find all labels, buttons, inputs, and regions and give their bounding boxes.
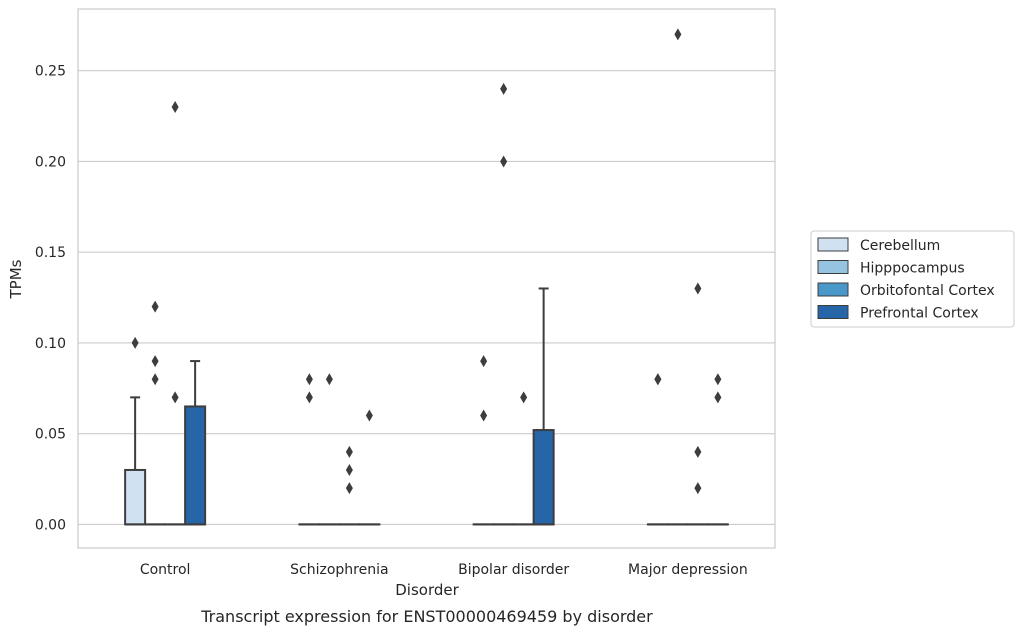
outlier-point bbox=[694, 482, 702, 495]
outlier-point bbox=[345, 482, 353, 495]
outlier-point bbox=[714, 391, 722, 404]
box-0-0 bbox=[124, 396, 147, 526]
legend-label: Prefrontal Cortex bbox=[860, 306, 979, 322]
box-body bbox=[124, 468, 147, 526]
outlier-point bbox=[480, 355, 488, 368]
x-tick-label: Bipolar disorder bbox=[458, 562, 569, 578]
outlier-point bbox=[365, 409, 373, 422]
outlier-point bbox=[500, 82, 508, 95]
outlier-point bbox=[520, 391, 528, 404]
y-tick-label: 0.15 bbox=[35, 245, 66, 261]
legend-swatch bbox=[817, 282, 849, 297]
outliers bbox=[131, 28, 722, 495]
y-tick-label: 0.00 bbox=[35, 517, 66, 533]
legend-swatch bbox=[817, 260, 849, 274]
outlier-point bbox=[305, 391, 313, 404]
outlier-point bbox=[674, 28, 682, 41]
outlier-point bbox=[151, 355, 159, 368]
outlier-point bbox=[654, 373, 662, 386]
outlier-point bbox=[694, 282, 702, 295]
legend-frame bbox=[810, 230, 1015, 328]
legend-label: Hipppocampus bbox=[860, 261, 965, 277]
plot-area bbox=[78, 9, 775, 548]
box-3-0 bbox=[184, 360, 207, 526]
box-body bbox=[532, 429, 555, 526]
outlier-point bbox=[345, 463, 353, 476]
x-tick-label: Major depression bbox=[628, 562, 748, 578]
y-tick-label: 0.05 bbox=[35, 427, 66, 443]
x-tick-label: Schizophrenia bbox=[290, 562, 388, 578]
y-tick-label: 0.25 bbox=[35, 64, 66, 80]
x-tick-labels: Control Schizophrenia Bipolar disorder Majo… bbox=[140, 562, 748, 578]
box-3-2 bbox=[532, 287, 555, 526]
outlier-point bbox=[325, 373, 333, 386]
outlier-point bbox=[171, 391, 179, 404]
outlier-point bbox=[480, 409, 488, 422]
legend-label: Cerebellum bbox=[860, 238, 940, 254]
x-axis-title: Disorder bbox=[395, 581, 459, 599]
y-axis-title: TPMs bbox=[7, 259, 25, 299]
chart-title: Transcript expression for ENST0000046945… bbox=[200, 607, 653, 626]
legend-swatch bbox=[817, 305, 849, 319]
plot-frame bbox=[77, 8, 776, 549]
outlier-point bbox=[345, 445, 353, 458]
outlier-point bbox=[500, 155, 508, 168]
legend-label: Orbitofontal Cortex bbox=[860, 283, 995, 299]
box-body bbox=[184, 405, 207, 526]
outlier-point bbox=[305, 373, 313, 386]
y-tick-label: 0.20 bbox=[35, 154, 66, 170]
boxes bbox=[124, 287, 729, 526]
legend: Cerebellum Hipppocampus Orbitofontal Corte… bbox=[810, 230, 1015, 328]
legend-swatch bbox=[817, 237, 849, 252]
outlier-point bbox=[151, 373, 159, 386]
outlier-point bbox=[151, 300, 159, 313]
outlier-point bbox=[171, 101, 179, 113]
x-tick-label: Control bbox=[140, 562, 191, 578]
y-tick-label: 0.10 bbox=[35, 336, 66, 352]
outlier-point bbox=[694, 445, 702, 458]
outlier-point bbox=[714, 373, 722, 386]
outlier-point bbox=[131, 336, 139, 349]
y-tick-labels: 0.00 0.05 0.10 0.15 0.20 0.25 bbox=[35, 64, 66, 534]
